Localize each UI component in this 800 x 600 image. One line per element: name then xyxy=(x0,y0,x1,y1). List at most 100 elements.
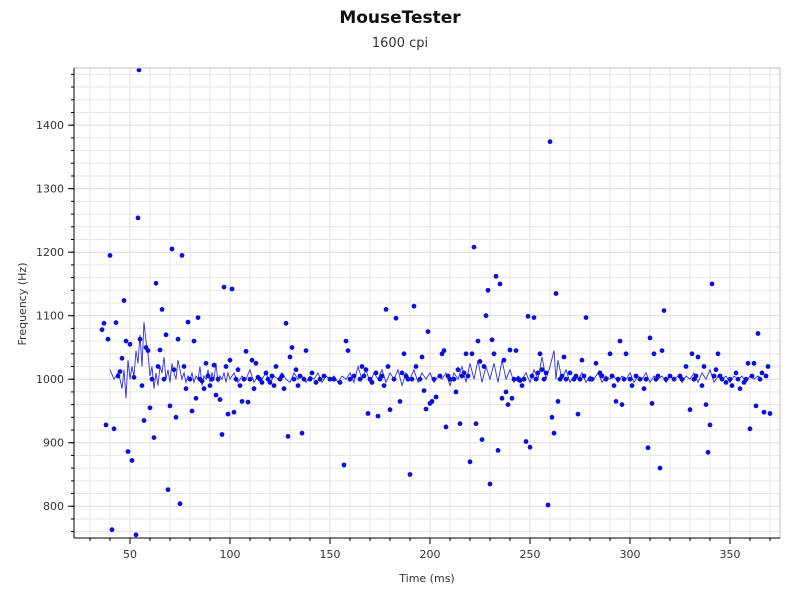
data-point xyxy=(593,360,599,366)
data-point xyxy=(575,411,581,417)
data-point xyxy=(213,392,219,398)
data-point xyxy=(247,376,253,382)
data-point xyxy=(753,403,759,409)
data-point xyxy=(299,430,305,436)
data-point xyxy=(759,370,765,376)
data-point xyxy=(611,383,617,388)
data-point xyxy=(117,369,123,374)
data-point xyxy=(503,389,509,395)
data-point xyxy=(541,376,547,382)
data-point xyxy=(237,383,243,388)
data-point xyxy=(359,364,365,369)
data-point xyxy=(443,424,449,430)
data-point xyxy=(203,360,209,366)
data-point xyxy=(351,373,357,379)
data-point xyxy=(599,373,605,379)
data-point xyxy=(101,320,107,326)
x-tick-label: 100 xyxy=(220,548,241,561)
data-point xyxy=(245,399,251,405)
data-point xyxy=(429,399,435,404)
data-point xyxy=(531,315,537,320)
data-point xyxy=(195,315,201,320)
data-point xyxy=(507,347,513,353)
data-point xyxy=(755,331,761,336)
data-point xyxy=(121,298,127,303)
data-point xyxy=(241,376,247,382)
data-point xyxy=(761,409,767,415)
data-point xyxy=(461,370,467,376)
data-point xyxy=(707,422,713,428)
data-point xyxy=(155,364,161,369)
data-point xyxy=(175,336,181,342)
data-point xyxy=(363,367,369,373)
data-point xyxy=(689,351,695,357)
data-point xyxy=(313,380,319,385)
data-point xyxy=(559,373,565,379)
data-point xyxy=(421,388,427,393)
data-point xyxy=(549,414,555,420)
data-point xyxy=(119,355,125,361)
data-point xyxy=(767,411,773,416)
data-point xyxy=(151,435,157,440)
data-point xyxy=(205,373,211,379)
data-point xyxy=(519,383,525,388)
data-point xyxy=(695,354,701,360)
data-point xyxy=(567,370,573,376)
data-point xyxy=(267,380,273,385)
data-point xyxy=(641,386,647,392)
data-point xyxy=(577,376,583,382)
data-point xyxy=(393,315,399,321)
data-point xyxy=(757,376,763,382)
data-point xyxy=(615,376,621,382)
data-point xyxy=(657,465,663,471)
x-tick-label: 350 xyxy=(720,548,741,561)
series-line xyxy=(109,322,763,399)
data-point xyxy=(645,445,651,451)
data-point xyxy=(283,320,289,326)
data-point xyxy=(109,527,115,533)
y-tick-label: 1200 xyxy=(36,246,64,259)
data-point xyxy=(617,338,623,344)
data-point xyxy=(529,373,535,379)
data-point xyxy=(115,373,121,379)
data-point xyxy=(485,287,491,293)
grid-layer xyxy=(74,68,780,538)
data-point xyxy=(217,397,223,402)
data-point xyxy=(477,359,483,364)
data-point xyxy=(727,376,733,382)
data-point xyxy=(453,389,459,395)
data-point xyxy=(651,351,657,357)
data-point xyxy=(497,281,503,287)
data-point xyxy=(331,376,337,382)
data-point xyxy=(375,413,381,419)
data-point xyxy=(337,380,343,385)
data-point xyxy=(233,376,239,382)
data-point xyxy=(457,421,463,427)
data-point xyxy=(249,357,255,363)
data-point xyxy=(133,532,139,538)
data-point xyxy=(159,307,165,312)
data-point xyxy=(475,338,481,344)
data-point xyxy=(223,364,229,369)
data-point xyxy=(471,244,477,250)
data-point xyxy=(419,354,425,360)
data-point xyxy=(629,383,635,388)
data-point xyxy=(295,383,301,388)
data-point xyxy=(189,408,195,414)
x-tick-label: 250 xyxy=(520,548,541,561)
data-point xyxy=(209,376,215,382)
x-tick-label: 200 xyxy=(420,548,441,561)
data-point xyxy=(409,376,415,382)
data-point xyxy=(573,373,579,379)
data-point xyxy=(163,332,169,338)
data-point xyxy=(181,364,187,369)
data-point xyxy=(399,370,405,376)
data-point xyxy=(607,351,613,357)
data-point xyxy=(129,458,135,463)
data-point xyxy=(491,351,497,357)
data-point xyxy=(361,373,367,379)
data-point xyxy=(123,338,129,344)
data-point xyxy=(545,502,551,508)
data-point xyxy=(627,376,633,382)
